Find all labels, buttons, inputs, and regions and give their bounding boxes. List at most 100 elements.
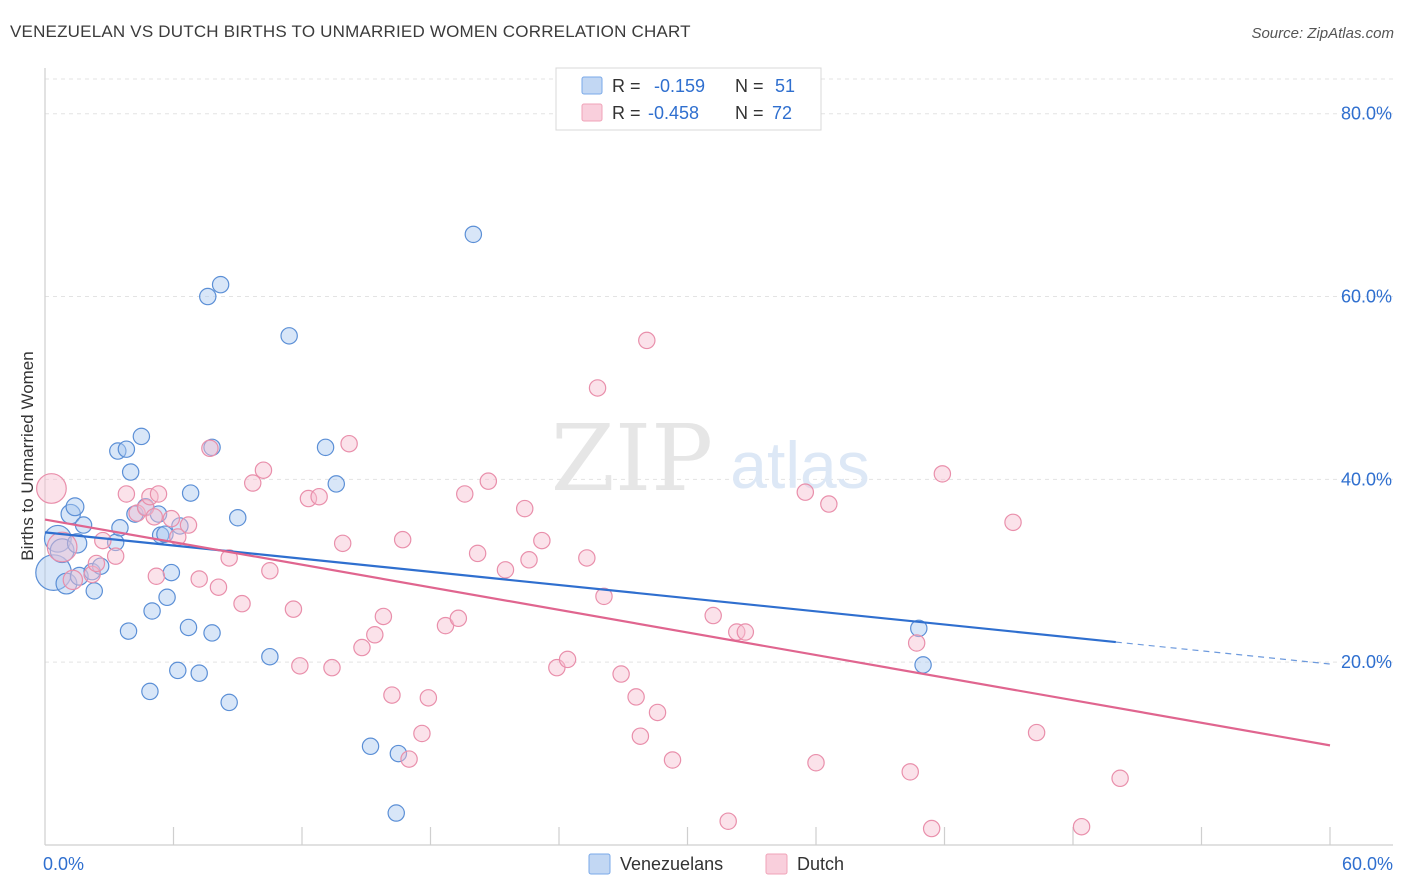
data-point-dutch xyxy=(291,657,309,675)
data-point-dutch xyxy=(299,489,318,508)
data-point-dutch xyxy=(796,483,815,501)
data-point-dutch xyxy=(922,819,941,838)
data-point-dutch xyxy=(87,554,106,573)
data-point-dutch xyxy=(901,763,919,781)
data-point-venezuelans xyxy=(220,693,238,712)
zipatlas-watermark: ZIP atlas xyxy=(551,405,870,512)
data-point-venezuelans xyxy=(190,664,208,682)
data-point-venezuelans xyxy=(914,656,932,674)
data-point-dutch xyxy=(820,495,838,513)
data-point-venezuelans xyxy=(316,438,335,457)
data-point-venezuelans xyxy=(361,737,380,756)
data-point-dutch xyxy=(149,485,168,503)
data-point-dutch xyxy=(62,569,84,591)
data-point-venezuelans xyxy=(119,622,138,640)
data-point-dutch xyxy=(190,570,208,588)
data-point-dutch xyxy=(400,750,418,768)
data-points xyxy=(35,225,1129,838)
data-point-dutch xyxy=(419,689,438,707)
data-point-dutch xyxy=(468,544,487,563)
data-point-dutch xyxy=(261,562,279,580)
data-point-venezuelans xyxy=(156,525,174,543)
data-point-venezuelans xyxy=(109,442,127,460)
data-point-dutch xyxy=(179,516,198,534)
series-legend-swatch-venezuelans xyxy=(588,853,611,875)
data-point-venezuelans xyxy=(181,484,200,502)
data-point-dutch xyxy=(145,508,163,526)
data-point-venezuelans xyxy=(179,618,198,637)
data-point-venezuelans xyxy=(464,225,483,244)
data-point-venezuelans xyxy=(66,533,88,554)
data-point-dutch xyxy=(366,626,384,644)
data-point-dutch xyxy=(201,439,219,458)
data-point-dutch xyxy=(94,531,112,550)
trend-line-dutch xyxy=(44,518,1331,747)
data-point-dutch xyxy=(374,607,393,626)
data-point-dutch xyxy=(1004,513,1022,532)
x-tick-label: 0.0% xyxy=(43,854,84,874)
data-point-dutch xyxy=(595,587,613,606)
x-tick-label: 60.0% xyxy=(1342,854,1393,874)
data-point-dutch xyxy=(310,487,328,506)
chart-title: VENEZUELAN VS DUTCH BIRTHS TO UNMARRIED … xyxy=(10,22,691,41)
data-point-venezuelans xyxy=(280,327,298,345)
legend-r-value: -0.159 xyxy=(654,76,705,96)
y-tick-label: 80.0% xyxy=(1341,104,1392,124)
gridlines xyxy=(45,78,1393,663)
data-point-venezuelans xyxy=(327,475,346,493)
data-point-venezuelans xyxy=(162,563,181,582)
data-point-dutch xyxy=(515,499,534,518)
data-point-dutch xyxy=(533,531,551,550)
data-point-dutch xyxy=(1027,723,1046,742)
data-point-dutch xyxy=(578,549,596,567)
data-point-dutch xyxy=(284,600,303,618)
series-legend-label-dutch: Dutch xyxy=(797,854,844,874)
data-point-venezuelans xyxy=(261,647,279,666)
data-point-venezuelans xyxy=(158,588,176,607)
data-point-dutch xyxy=(243,474,262,492)
legend-swatch-dutch xyxy=(581,103,603,122)
data-point-dutch xyxy=(588,379,607,397)
legend-swatch-venezuelans xyxy=(581,76,603,95)
watermark-atlas: atlas xyxy=(730,428,869,502)
y-axis-label: Births to Unmarried Women xyxy=(18,351,37,560)
data-point-dutch xyxy=(558,650,577,669)
legend-n-label: N = xyxy=(735,76,764,96)
data-point-dutch xyxy=(383,686,401,704)
series-legend-label-venezuelans: Venezuelans xyxy=(620,854,723,874)
data-point-dutch xyxy=(449,609,468,628)
data-point-dutch xyxy=(36,473,67,504)
data-point-dutch xyxy=(46,531,78,563)
data-point-dutch xyxy=(1072,817,1091,836)
legend-r-label: R = xyxy=(612,103,641,123)
legend-r-label: R = xyxy=(612,76,641,96)
axes xyxy=(44,68,1393,846)
data-point-dutch xyxy=(333,534,352,553)
data-point-venezuelans xyxy=(203,624,221,642)
legend-n-value: 51 xyxy=(775,76,795,96)
legend-n-label: N = xyxy=(735,103,764,123)
data-point-dutch xyxy=(736,623,755,641)
data-point-dutch xyxy=(627,688,645,706)
watermark-zip: ZIP xyxy=(551,405,713,512)
data-point-venezuelans xyxy=(143,602,161,620)
data-point-dutch xyxy=(83,565,101,584)
data-point-dutch xyxy=(147,567,166,585)
data-point-dutch xyxy=(209,578,228,596)
trend-line-extension-venezuelans xyxy=(1115,641,1331,665)
data-point-dutch xyxy=(496,561,515,579)
data-point-dutch xyxy=(648,703,667,722)
source-label: Source: ZipAtlas.com xyxy=(1251,25,1394,42)
data-point-dutch xyxy=(807,753,825,772)
data-point-dutch xyxy=(323,658,341,677)
data-point-dutch xyxy=(1111,769,1129,788)
data-point-dutch xyxy=(663,751,682,769)
y-tick-label: 40.0% xyxy=(1341,469,1392,489)
data-point-venezuelans xyxy=(121,463,140,481)
data-point-dutch xyxy=(128,504,146,522)
data-point-dutch xyxy=(520,551,538,569)
data-point-venezuelans xyxy=(85,582,104,600)
data-point-dutch xyxy=(254,461,273,479)
y-tick-label: 20.0% xyxy=(1341,652,1392,672)
